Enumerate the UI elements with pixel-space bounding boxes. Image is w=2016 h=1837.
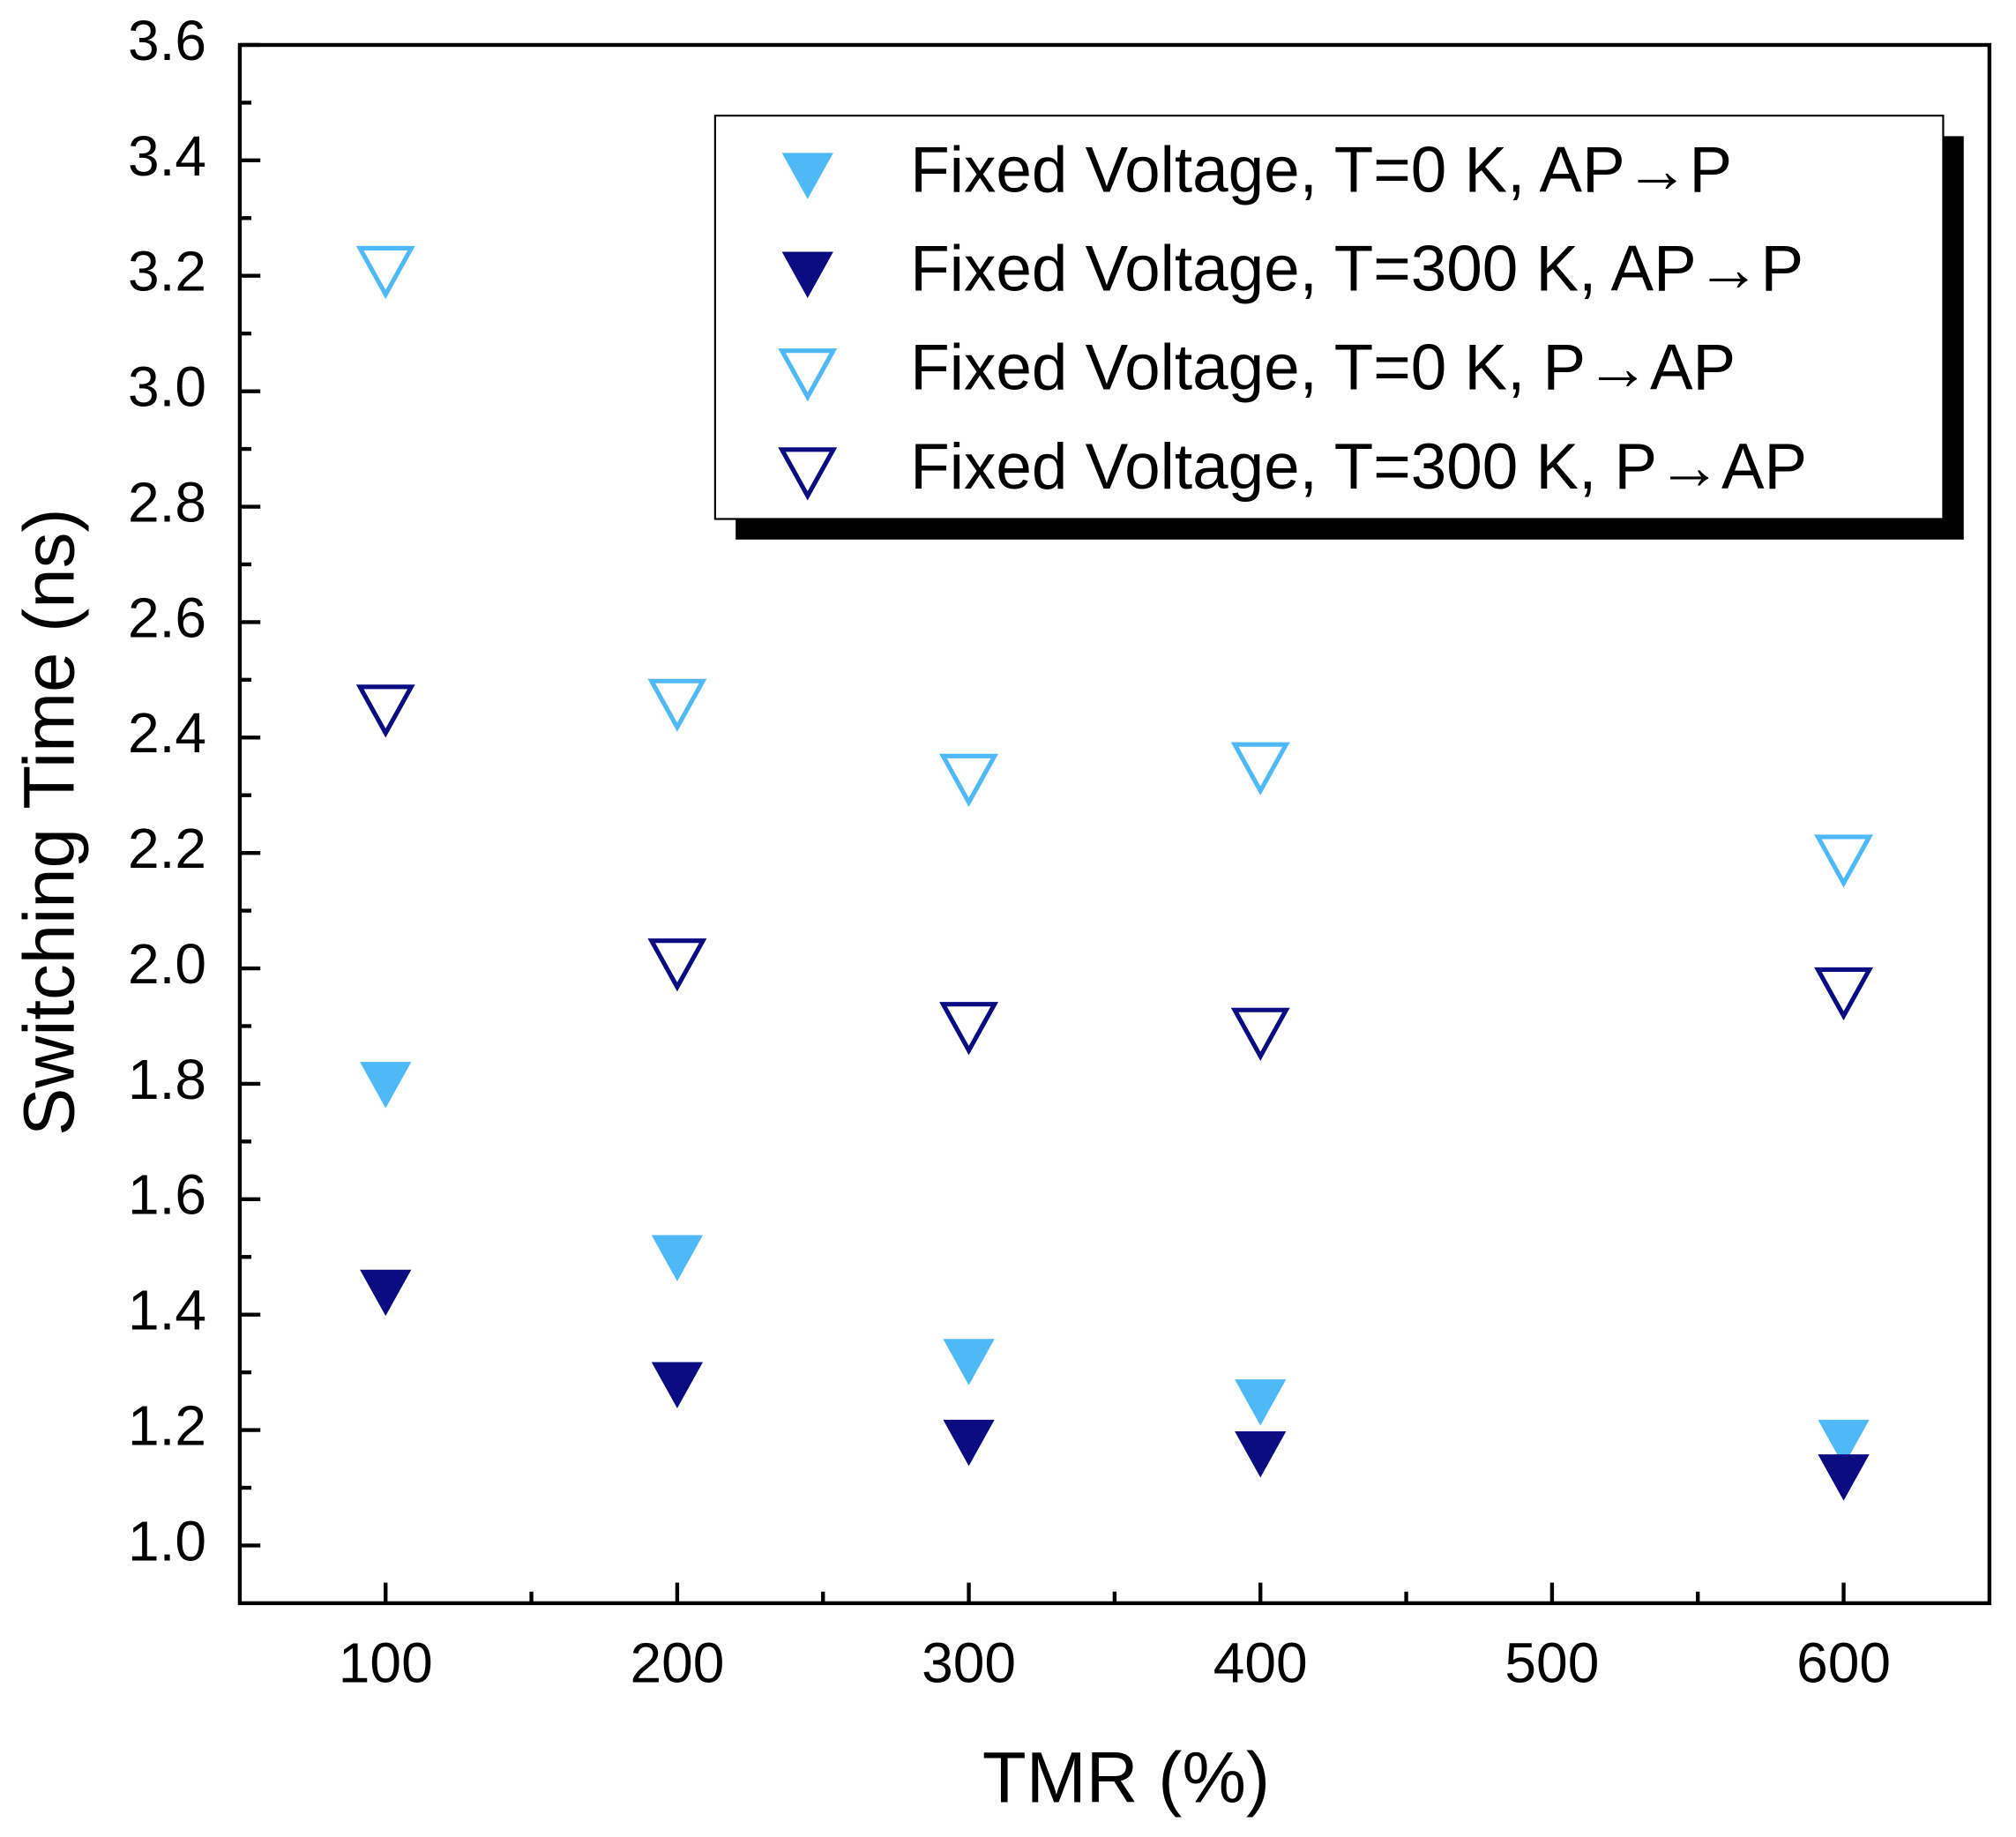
legend-marker: [781, 153, 833, 199]
data-point: [651, 1362, 704, 1408]
data-point: [647, 678, 707, 732]
x-tick-label: 500: [1505, 1632, 1599, 1695]
x-tick-label: 300: [922, 1632, 1016, 1695]
legend-label: Fixed Voltage, T=0 K, AP→P: [910, 134, 1732, 205]
data-point: [360, 1269, 412, 1317]
y-tick-label: 2.8: [128, 470, 206, 534]
data-point: [943, 1339, 995, 1385]
legend-marker: [778, 447, 838, 501]
data-point: [1814, 834, 1874, 888]
data-point: [939, 1002, 999, 1056]
y-tick-label: 2.6: [128, 586, 206, 649]
y-tick-label: 1.6: [128, 1163, 206, 1227]
y-axis-title: Switching Time (ns): [10, 508, 90, 1136]
data-point: [355, 245, 415, 300]
data-point: [1235, 1430, 1287, 1478]
data-point: [939, 753, 999, 808]
data-point: [1818, 1454, 1870, 1501]
y-tick-label: 2.2: [128, 817, 206, 880]
y-tick-label: 1.0: [128, 1509, 206, 1572]
x-axis-title: TMR (%): [982, 1737, 1270, 1818]
data-point: [360, 1062, 412, 1109]
data-point: [1230, 742, 1290, 795]
legend-label: Fixed Voltage, T=0 K, P→AP: [910, 332, 1736, 404]
y-tick-label: 1.4: [128, 1279, 206, 1342]
x-tick-label: 400: [1213, 1632, 1308, 1695]
y-tick-label: 2.4: [128, 701, 206, 765]
y-tick-label: 3.0: [128, 355, 206, 419]
x-tick-label: 200: [630, 1632, 724, 1695]
data-point: [355, 684, 415, 738]
data-point: [647, 938, 707, 992]
y-tick-label: 1.8: [128, 1048, 206, 1111]
x-tick-label: 600: [1796, 1632, 1891, 1695]
legend: [713, 115, 1945, 520]
y-tick-label: 2.0: [128, 932, 206, 996]
y-tick-label: 3.6: [128, 9, 206, 72]
data-point: [1814, 967, 1874, 1021]
data-point: [1230, 1007, 1290, 1061]
y-tick-label: 3.4: [128, 124, 206, 188]
data-point: [1818, 1419, 1870, 1467]
data-point: [1235, 1379, 1287, 1426]
y-tick-label: 3.2: [128, 240, 206, 303]
legend-label: Fixed Voltage, T=300 K, P→AP: [910, 431, 1807, 503]
data-point: [943, 1419, 995, 1467]
data-point: [651, 1235, 704, 1281]
legend-marker: [781, 251, 833, 298]
x-tick-label: 100: [339, 1632, 433, 1695]
legend-marker: [778, 348, 838, 402]
legend-label: Fixed Voltage, T=300 K, AP→P: [910, 233, 1803, 304]
y-tick-label: 1.2: [128, 1394, 206, 1458]
